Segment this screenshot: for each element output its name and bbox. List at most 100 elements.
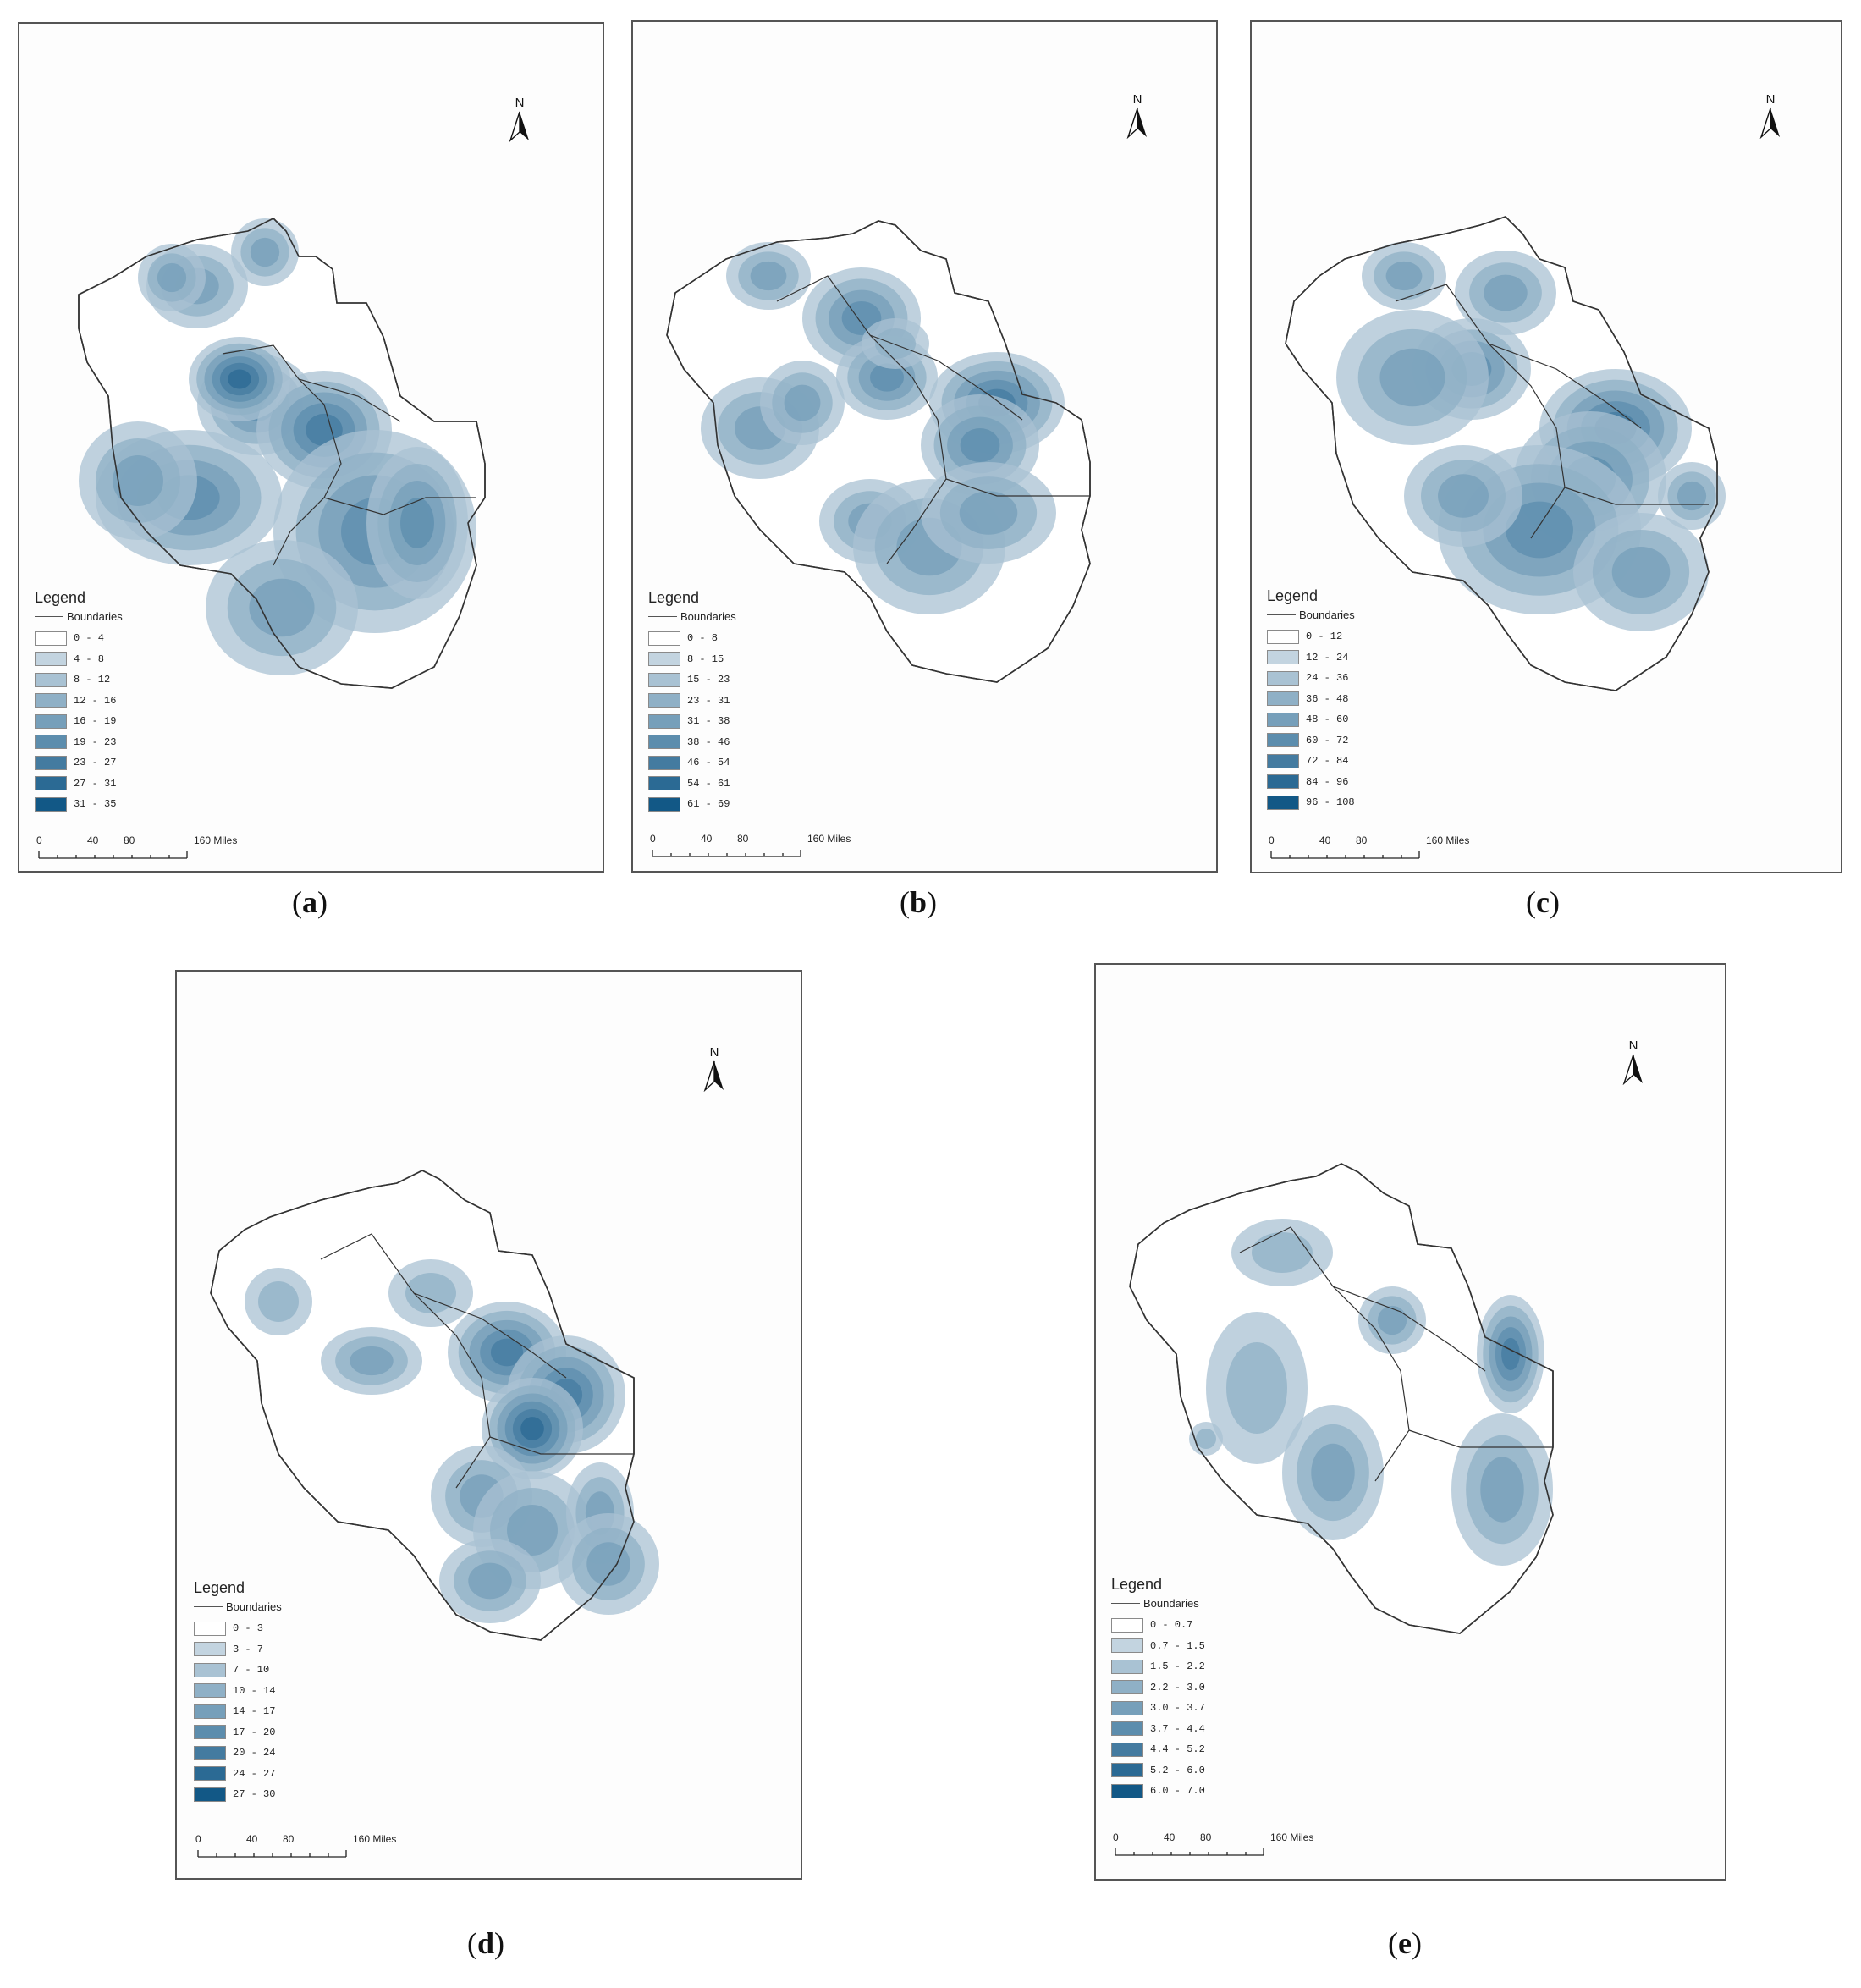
legend-class-row: 6.0 - 7.0 [1111,1781,1205,1802]
north-arrow: N [1125,93,1150,144]
legend-swatch [1267,691,1299,707]
legend-swatch [1267,712,1299,727]
legend-swatch [194,1642,226,1657]
density-blob [1377,1305,1407,1335]
legend-swatch [35,755,67,770]
density-blob [1311,1443,1355,1502]
legend-class-row: 61 - 69 [648,794,736,815]
legend-class-row: 7 - 10 [194,1660,282,1681]
legend-class-row: 3.0 - 3.7 [1111,1698,1205,1719]
legend-swatch [1267,733,1299,748]
density-map-e [1129,1163,1554,1634]
legend-title: Legend [35,589,86,606]
scale-bar: 0 40 80 160 Miles [194,1833,397,1862]
legend-classes: 0 - 4 4 - 8 8 - 12 12 - 16 16 - 19 19 - 23 23 … [35,628,123,815]
legend-class-row: 0 - 0.7 [1111,1615,1205,1636]
legend: Legend Boundaries 0 - 12 12 - 24 24 - 36 36… [1267,587,1355,813]
density-blob [870,363,904,392]
caption-e: (e) [1388,1926,1422,1960]
legend-class-row: 10 - 14 [194,1681,282,1702]
legend-class-label: 19 - 23 [74,735,117,748]
density-map-a [78,218,486,689]
legend-swatch [648,672,680,687]
density-surface [79,218,476,675]
legend-class-label: 0.7 - 1.5 [1150,1639,1205,1652]
north-arrow-icon [509,111,529,143]
north-arrow-icon [1759,107,1780,140]
density-blob [1506,501,1573,559]
legend-class-row: 8 - 12 [35,669,123,691]
legend-swatch [194,1787,226,1802]
density-blob [1501,1337,1520,1371]
legend-class-label: 3.7 - 4.4 [1150,1722,1205,1735]
density-surface [1336,242,1726,631]
legend-swatch [1111,1617,1143,1633]
density-blob [157,262,187,293]
density-blob [228,369,251,389]
legend-class-label: 48 - 60 [1306,713,1349,726]
legend-class-label: 17 - 20 [233,1726,276,1738]
density-blob [959,491,1018,535]
legend-boundaries-label: Boundaries [67,610,123,623]
scale-label-80: 80 [124,834,135,846]
legend-class-label: 10 - 14 [233,1684,276,1697]
legend-class-row: 24 - 27 [194,1764,282,1785]
legend-swatch [1267,795,1299,810]
caption-b: (b) [900,885,938,919]
legend-swatch [648,713,680,729]
legend-class-row: 3 - 7 [194,1639,282,1660]
legend-class-label: 27 - 30 [233,1788,276,1801]
legend-swatch [194,1766,226,1781]
density-blob [249,578,315,637]
legend-class-row: 0 - 8 [648,628,736,649]
legend-class-label: 23 - 31 [687,694,730,707]
scale-bar: 0 40 80 160 Miles [648,833,851,862]
legend-class-row: 12 - 24 [1267,647,1355,669]
legend-class-row: 48 - 60 [1267,709,1355,730]
density-blob [1484,274,1528,311]
north-label: N [515,96,525,110]
legend-class-row: 31 - 38 [648,711,736,732]
legend-class-label: 8 - 12 [74,674,111,686]
density-blob [1252,1232,1313,1273]
scale-bar: 0 40 80 160 Miles [1111,1831,1314,1860]
legend-swatch [194,1745,226,1760]
legend-swatch [35,776,67,791]
legend-swatch [1267,774,1299,790]
legend-class-label: 23 - 27 [74,757,117,769]
legend-swatch [194,1662,226,1677]
legend-class-row: 24 - 36 [1267,668,1355,689]
density-blob [1385,261,1423,291]
map-panel-a: N Legend Boundaries 0 - 4 4 - 8 8 - 12 12 -… [18,22,604,873]
legend-boundaries: Boundaries [35,610,123,623]
legend-class-label: 3.0 - 3.7 [1150,1702,1205,1715]
legend-class-label: 27 - 31 [74,777,117,790]
scale-label-40: 40 [87,834,99,846]
legend-class-label: 0 - 4 [74,632,105,645]
legend-class-row: 0 - 3 [194,1618,282,1639]
legend-class-label: 46 - 54 [687,757,730,769]
legend-class-row: 54 - 61 [648,774,736,795]
density-blob [960,428,1000,462]
legend-class-row: 96 - 108 [1267,792,1355,813]
legend-class-row: 1.5 - 2.2 [1111,1656,1205,1677]
density-blob [507,1505,558,1556]
legend-class-row: 23 - 27 [35,752,123,774]
legend-class-row: 3.7 - 4.4 [1111,1719,1205,1740]
legend-class-label: 20 - 24 [233,1747,276,1759]
legend-class-row: 20 - 24 [194,1743,282,1764]
legend-class-label: 15 - 23 [687,674,730,686]
density-blob [490,1338,524,1367]
legend-swatch [35,693,67,708]
legend-swatch [648,755,680,770]
legend-class-row: 0.7 - 1.5 [1111,1636,1205,1657]
legend-swatch [35,713,67,729]
legend-class-label: 2.2 - 3.0 [1150,1681,1205,1693]
legend: Legend Boundaries 0 - 0.7 0.7 - 1.5 1.5 - … [1111,1576,1205,1802]
legend-class-label: 60 - 72 [1306,734,1349,746]
legend-class-label: 7 - 10 [233,1664,270,1677]
legend-swatch [1267,629,1299,644]
legend-class-row: 15 - 23 [648,669,736,691]
density-blob [250,237,280,267]
